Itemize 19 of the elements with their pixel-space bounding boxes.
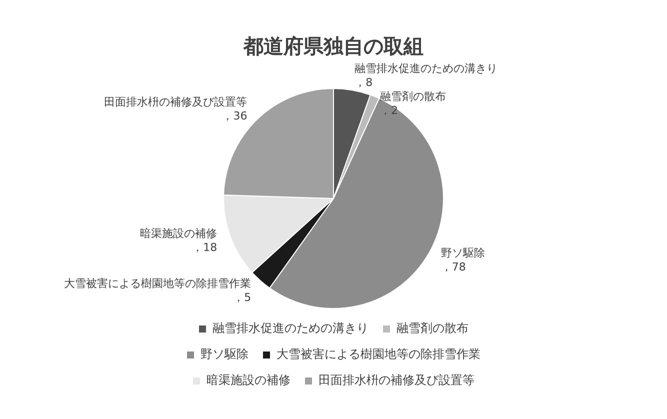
slice-label: 大雪被害による樹園地等の除排雪作業 bbox=[64, 277, 252, 290]
data-label: ，2 bbox=[380, 104, 398, 118]
legend-label: 田面排水枡の補修及び設置等 bbox=[318, 373, 474, 388]
data-label: ，18 bbox=[192, 241, 218, 254]
slice-label: 田面排水枡の補修及び設置等 bbox=[104, 95, 248, 108]
slice-label: 融雪排水促進のための溝きり bbox=[354, 62, 498, 76]
legend-label: 暗渠施設の補修 bbox=[206, 373, 290, 388]
legend-label: 融雪排水促進のための溝きり bbox=[212, 321, 368, 336]
slice-label: 野ソ駆除 bbox=[440, 246, 485, 260]
chart-title: 都道府県独自の取組 bbox=[242, 34, 424, 58]
data-label: ，78 bbox=[440, 260, 466, 274]
legend-label: 融雪剤の散布 bbox=[396, 321, 468, 336]
legend-label: 大雪被害による樹園地等の除排雪作業 bbox=[276, 347, 480, 362]
data-label: ，8 bbox=[354, 76, 373, 90]
data-label: ，5 bbox=[233, 291, 252, 304]
data-label: ，36 bbox=[222, 109, 248, 122]
legend-label: 野ソ駆除 bbox=[200, 347, 248, 362]
slice-label: 暗渠施設の補修 bbox=[140, 227, 218, 240]
slice-label: 融雪剤の散布 bbox=[380, 90, 446, 104]
